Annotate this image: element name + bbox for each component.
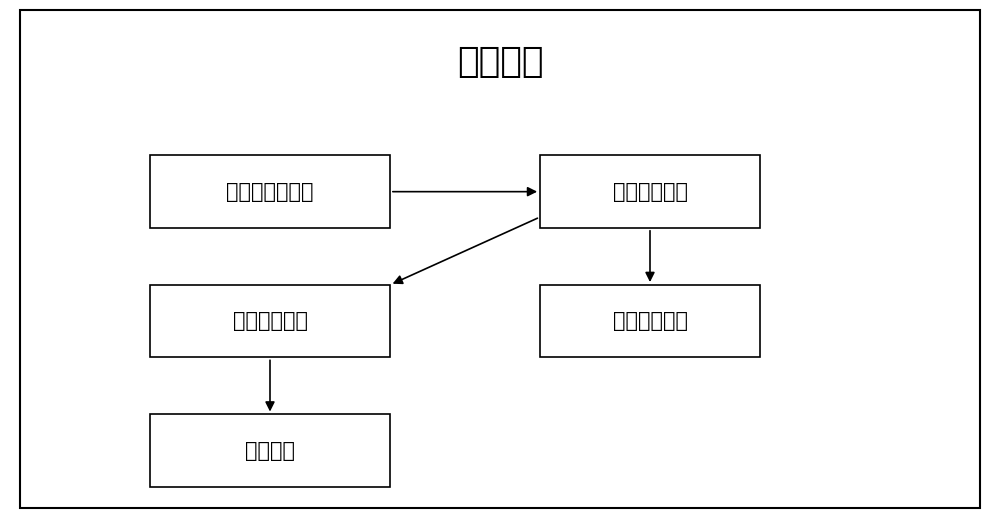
Text: 核桃仁脱膜机: 核桃仁脱膜机 xyxy=(612,311,688,331)
Text: 传料模块: 传料模块 xyxy=(457,45,543,79)
Text: 核桃壳仁分离机: 核桃壳仁分离机 xyxy=(226,182,314,202)
Bar xyxy=(150,155,390,228)
Bar xyxy=(540,155,760,228)
Text: 包装机二: 包装机二 xyxy=(245,441,295,461)
Text: 核桃壳破碎机: 核桃壳破碎机 xyxy=(232,311,308,331)
Bar xyxy=(150,414,390,487)
Text: 皮带输料机一: 皮带输料机一 xyxy=(612,182,688,202)
Bar xyxy=(150,285,390,357)
Bar xyxy=(540,285,760,357)
